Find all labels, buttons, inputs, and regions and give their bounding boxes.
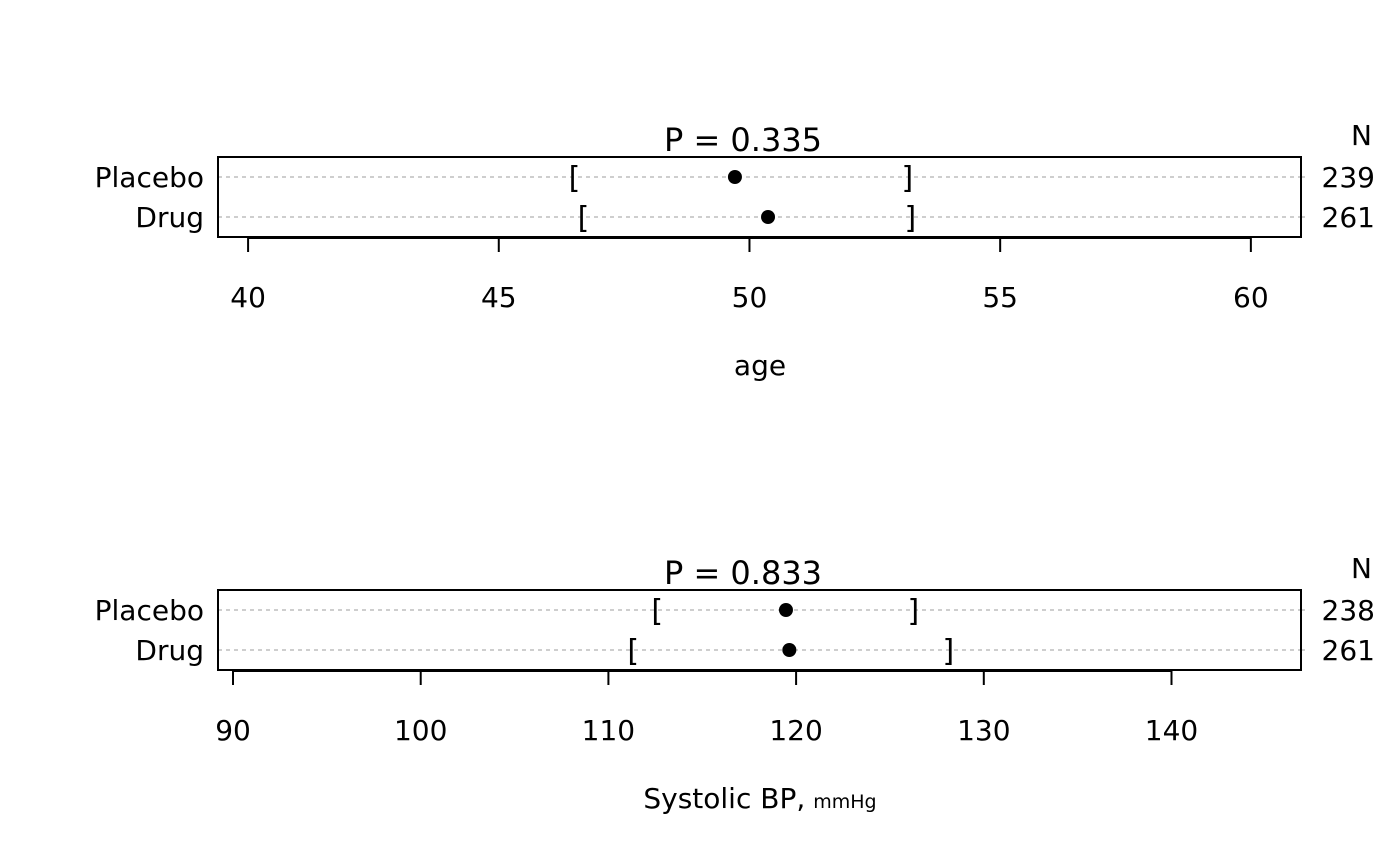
chart-title: P = 0.833 bbox=[664, 554, 822, 592]
category-label: Drug bbox=[135, 634, 204, 667]
n-value: 239 bbox=[1322, 161, 1375, 194]
ci-lower-bracket: [ bbox=[651, 594, 663, 629]
x-tick-label: 100 bbox=[394, 714, 447, 747]
x-axis-label-unit: mmHg bbox=[813, 791, 876, 813]
mean-point bbox=[727, 170, 742, 184]
mean-point bbox=[778, 603, 793, 617]
x-tick-label: 120 bbox=[769, 714, 822, 747]
x-axis-label: Systolic BP, mmHg bbox=[643, 782, 876, 815]
ci-upper-bracket: ] bbox=[902, 161, 914, 196]
x-tick-label: 55 bbox=[982, 281, 1018, 314]
n-header: N bbox=[1351, 552, 1372, 585]
x-tick-label: 90 bbox=[215, 714, 251, 747]
category-label: Drug bbox=[135, 201, 204, 234]
x-axis-label-text: Systolic BP, bbox=[643, 782, 805, 815]
n-value: 261 bbox=[1322, 201, 1375, 234]
plot-box bbox=[217, 589, 1302, 671]
panel-2: P = 0.833 N Placebo 238 [] Drug 261 [] 90 100 110 1… bbox=[95, 552, 1375, 815]
x-tick-label: 50 bbox=[732, 281, 768, 314]
ci-upper-bracket: ] bbox=[905, 201, 917, 236]
x-tick-label: 45 bbox=[481, 281, 517, 314]
n-header: N bbox=[1351, 119, 1372, 152]
x-tick-label: 130 bbox=[957, 714, 1010, 747]
ci-upper-bracket: ] bbox=[908, 594, 920, 629]
n-value: 261 bbox=[1322, 634, 1375, 667]
panel-1: P = 0.335 N Placebo 239 [] Drug 261 [] 40 45 50 55 6… bbox=[95, 119, 1375, 382]
plot-box bbox=[217, 156, 1302, 238]
x-tick-label: 40 bbox=[230, 281, 266, 314]
x-tick-label: 60 bbox=[1233, 281, 1269, 314]
ci-lower-bracket: [ bbox=[569, 161, 581, 196]
x-tick-label: 110 bbox=[582, 714, 635, 747]
mean-point bbox=[782, 643, 797, 657]
category-label: Placebo bbox=[95, 161, 204, 194]
ci-upper-bracket: ] bbox=[942, 634, 954, 669]
mean-point bbox=[761, 210, 776, 224]
category-label: Placebo bbox=[95, 594, 204, 627]
x-tick-label: 140 bbox=[1145, 714, 1198, 747]
ci-lower-bracket: [ bbox=[627, 634, 639, 669]
x-axis-label: age bbox=[734, 349, 786, 382]
ci-lower-bracket: [ bbox=[578, 201, 590, 236]
n-value: 238 bbox=[1322, 594, 1375, 627]
chart-title: P = 0.335 bbox=[664, 121, 822, 159]
x-axis-label-text: age bbox=[734, 349, 786, 382]
